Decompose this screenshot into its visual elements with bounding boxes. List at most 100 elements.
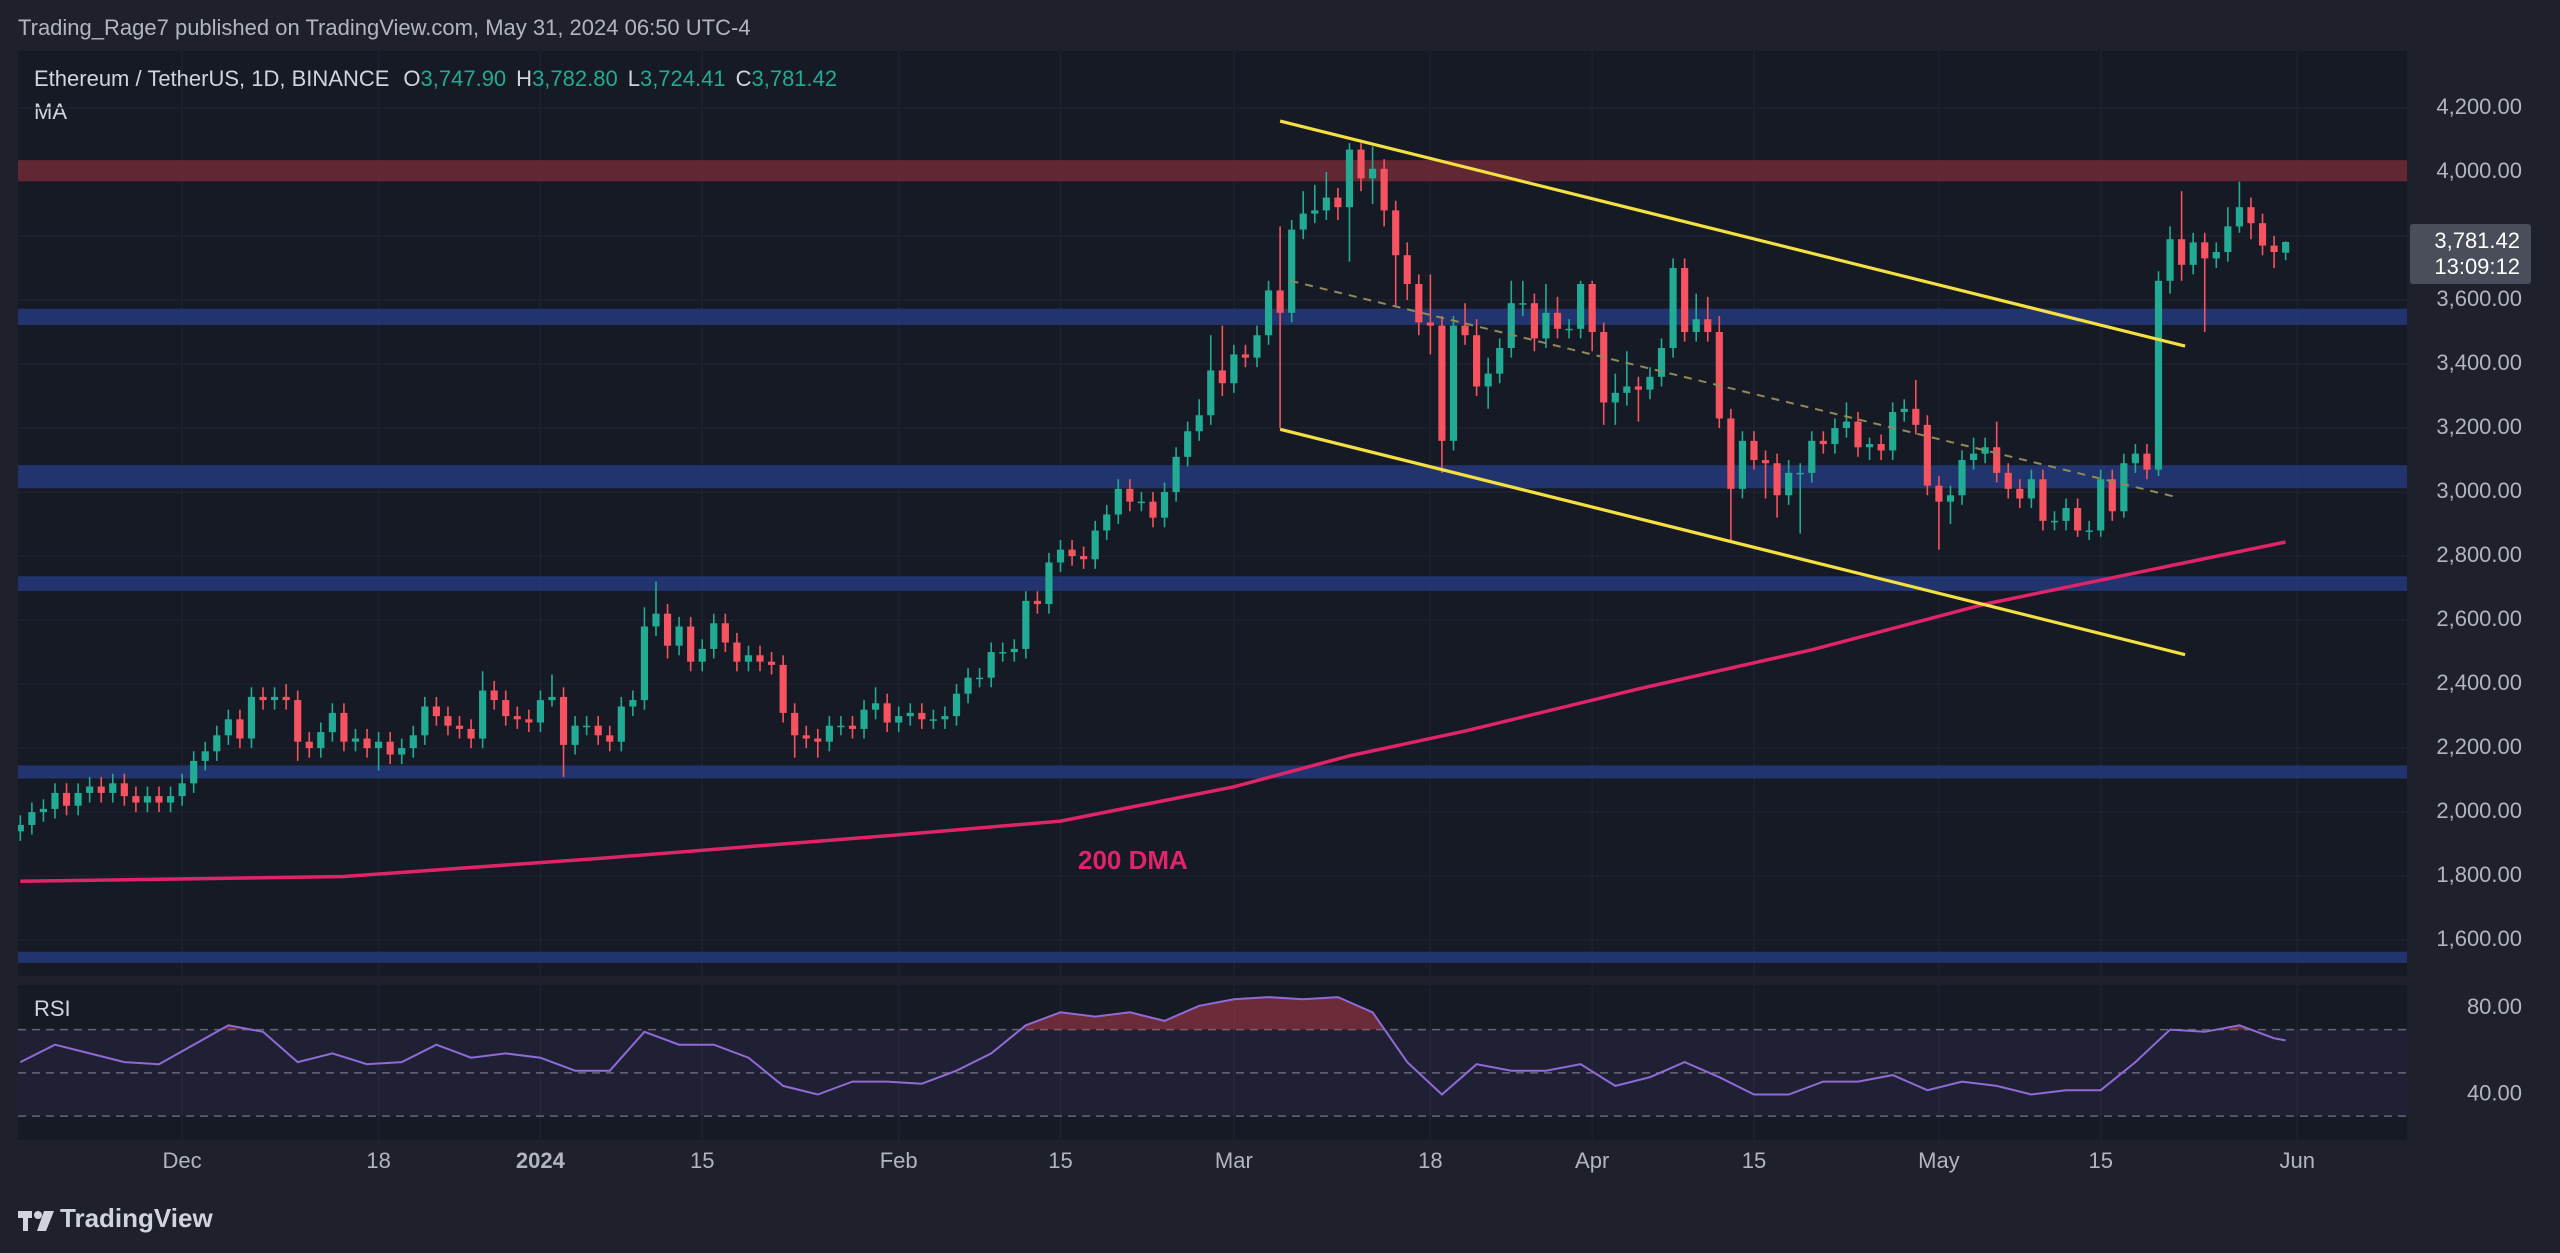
candle-body	[2004, 472, 2012, 489]
candle-body	[802, 735, 810, 739]
candle-body	[1993, 447, 2001, 473]
candle-body	[1865, 444, 1874, 448]
candle-body	[2050, 520, 2059, 523]
candle-body	[710, 623, 718, 649]
candle-body	[1345, 149, 1354, 208]
x-tick-label: 18	[366, 1148, 390, 1173]
candle-body	[2235, 207, 2243, 227]
candle-body	[1438, 325, 1446, 441]
candle-body	[1530, 303, 1538, 339]
countdown-label: 13:09:12	[2434, 254, 2520, 279]
candle-body	[2085, 530, 2093, 532]
level-zone	[18, 951, 2407, 963]
candle-body	[1484, 373, 1492, 387]
candle-body	[97, 786, 105, 793]
candle-body	[1958, 460, 1966, 496]
candle-body	[629, 700, 637, 707]
candle-body	[2016, 488, 2024, 499]
level-zone	[18, 765, 2407, 779]
candle-body	[386, 741, 394, 755]
brand: TradingView	[60, 1203, 213, 1233]
legend-value: 3,781.42	[751, 66, 837, 91]
candle-body	[432, 706, 440, 717]
y-tick-label: 2,400.00	[2436, 670, 2522, 695]
candle-body	[1657, 348, 1666, 377]
candle-body	[398, 748, 406, 755]
candle-body	[513, 716, 521, 720]
candle-body	[271, 696, 279, 701]
x-tick-label: Dec	[163, 1148, 202, 1173]
candle-body	[906, 712, 914, 717]
x-tick-label: Jun	[2279, 1148, 2314, 1173]
candle-body	[1334, 197, 1342, 208]
candle-body	[1634, 386, 1642, 390]
candle-body	[305, 741, 313, 749]
candle-body	[929, 719, 937, 721]
candle-body	[1403, 255, 1411, 285]
candle-body	[721, 623, 729, 643]
candle-body	[698, 648, 706, 662]
candle-body	[1241, 354, 1250, 358]
candle-body	[1704, 319, 1712, 333]
y-tick-label: 1,600.00	[2436, 926, 2522, 951]
candle-body	[190, 760, 198, 784]
y-tick-label: 40.00	[2467, 1080, 2522, 1105]
candle-body	[502, 700, 510, 717]
candle-body	[166, 796, 175, 803]
legend-key: H	[516, 66, 532, 91]
candle-body	[976, 677, 984, 680]
candle-body	[1946, 495, 1955, 502]
candle-body	[1935, 485, 1943, 502]
legend-key: O	[403, 66, 420, 91]
candle-body	[1796, 472, 1804, 475]
candle-body	[1473, 335, 1481, 387]
y-tick-label: 2,200.00	[2436, 734, 2522, 759]
candle-body	[2108, 479, 2116, 512]
overbought-fill	[20, 997, 2286, 1030]
candle-body	[525, 719, 533, 723]
candle-body	[2270, 245, 2278, 253]
candle-body	[317, 732, 325, 749]
candle-body	[895, 716, 903, 723]
candle-body	[28, 812, 36, 825]
candle-body	[1322, 197, 1330, 211]
candle-body	[39, 808, 48, 813]
y-tick-label: 1,800.00	[2436, 862, 2522, 887]
x-tick-label: 15	[690, 1148, 714, 1173]
rsi-line	[19, 996, 2286, 1096]
candle-body	[1368, 168, 1377, 179]
candle-body	[825, 725, 833, 742]
candle-body	[2258, 223, 2267, 246]
candle-body	[2201, 242, 2209, 259]
candle-body	[617, 706, 625, 742]
candle-body	[1080, 556, 1088, 560]
candle-body	[62, 792, 71, 806]
candle-body	[1230, 354, 1238, 384]
candle-body	[1669, 268, 1677, 349]
candle-body	[2189, 242, 2197, 265]
y-tick-label: 80.00	[2467, 994, 2522, 1019]
candle-body	[1715, 332, 1723, 419]
trend-line	[1279, 119, 2186, 348]
candle-body	[1091, 530, 1099, 560]
candle-body	[1969, 453, 1978, 461]
legend-key: C	[736, 66, 752, 91]
candle-body	[1195, 415, 1203, 432]
y-tick-label: 3,000.00	[2436, 478, 2522, 503]
candle-body	[1912, 408, 1920, 425]
candle-body	[2062, 508, 2070, 521]
candle-body	[1045, 562, 1053, 605]
ma-annotation: 200 DMA	[1078, 845, 1188, 875]
candle-body	[999, 652, 1007, 654]
candle-body	[2154, 280, 2163, 470]
candle-body	[455, 725, 464, 729]
candle-body	[583, 725, 591, 728]
candle-body	[1785, 472, 1793, 496]
candle-body	[1761, 460, 1770, 464]
candle-body	[1184, 431, 1192, 457]
rsi-plot	[18, 985, 2407, 1140]
x-tick-label: Mar	[1215, 1148, 1253, 1173]
rsi-label: RSI	[34, 996, 71, 1021]
candle-body	[594, 725, 602, 736]
candle-body	[2247, 207, 2255, 224]
